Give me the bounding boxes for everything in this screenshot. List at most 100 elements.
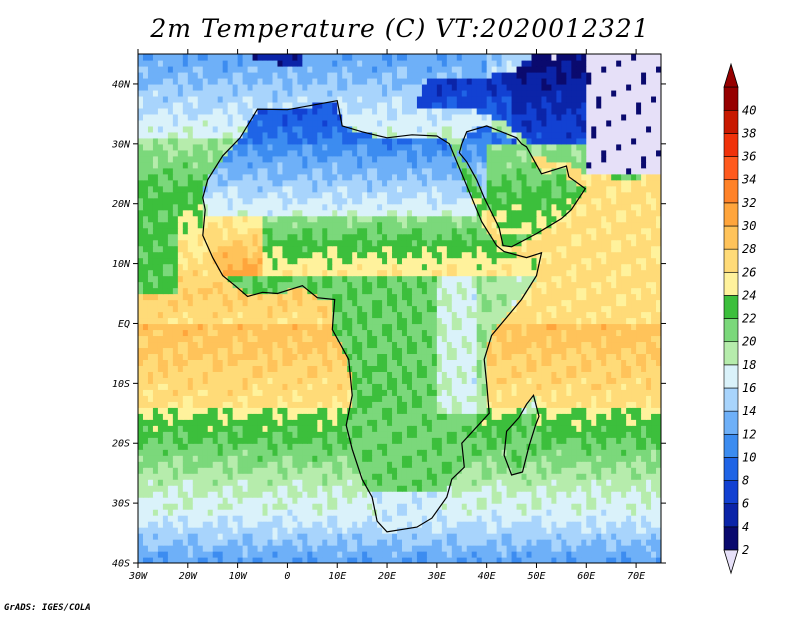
field-cell (227, 503, 234, 510)
field-cell (401, 359, 408, 366)
field-cell (197, 383, 204, 390)
field-cell (347, 311, 353, 319)
field-cell (571, 539, 577, 546)
field-cell (446, 491, 453, 498)
field-cell (277, 299, 284, 307)
field-cell (591, 425, 597, 432)
field-cell (252, 425, 259, 432)
field-cell (167, 335, 174, 343)
field-cell (152, 401, 159, 408)
field-cell (476, 491, 483, 498)
field-cell (546, 341, 553, 349)
field-cell (406, 311, 413, 319)
field-cell (152, 377, 159, 384)
field-cell (207, 419, 214, 426)
field-cell (461, 473, 468, 480)
field-cell (626, 377, 632, 384)
field-cell (496, 437, 503, 444)
field-cell (147, 479, 154, 486)
field-cell (636, 485, 642, 492)
field-cell (172, 371, 179, 378)
field-cell (411, 377, 418, 384)
field-cell (556, 383, 562, 390)
field-cell (227, 383, 234, 390)
field-cell (621, 305, 627, 313)
field-cell (546, 359, 553, 366)
field-cell (521, 341, 528, 349)
field-cell (656, 551, 661, 558)
field-cell (302, 527, 308, 534)
field-cell (416, 305, 423, 313)
field-cell (182, 497, 189, 504)
field-cell (516, 443, 523, 450)
field-cell (421, 545, 428, 552)
field-cell (237, 437, 244, 444)
field-cell (466, 395, 473, 402)
field-cell (272, 491, 279, 498)
field-cell (372, 359, 378, 366)
field-cell (367, 461, 373, 468)
field-cell (312, 527, 318, 534)
field-cell (646, 413, 652, 420)
field-cell (307, 551, 313, 558)
field-cell (466, 551, 473, 558)
field-cell (192, 527, 199, 534)
field-cell (566, 383, 572, 390)
field-cell (227, 551, 234, 558)
field-cell (217, 467, 224, 474)
field-cell (521, 515, 528, 522)
field-cell (142, 353, 149, 360)
field-cell (167, 425, 174, 432)
field-cell (217, 287, 224, 295)
field-cell (142, 401, 149, 408)
field-cell (536, 293, 543, 301)
field-cell (312, 557, 318, 563)
field-cell (327, 401, 333, 408)
field-cell (142, 509, 149, 516)
field-cell (566, 371, 572, 378)
field-cell (566, 425, 572, 432)
field-cell (382, 443, 388, 450)
field-cell (456, 281, 463, 289)
field-cell (446, 533, 453, 540)
field-cell (406, 317, 413, 325)
field-cell (197, 305, 204, 313)
field-cell (277, 515, 284, 522)
field-cell (217, 497, 224, 504)
field-cell (496, 371, 503, 378)
field-cell (401, 497, 408, 504)
field-cell (312, 539, 318, 546)
field-cell (372, 329, 378, 337)
field-cell (397, 287, 403, 295)
field-cell (172, 293, 179, 301)
field-cell (197, 329, 204, 337)
field-cell (142, 341, 149, 349)
field-cell (257, 389, 264, 396)
field-cell (476, 329, 483, 337)
field-cell (436, 515, 443, 522)
field-cell (192, 443, 199, 450)
field-cell (147, 401, 154, 408)
field-cell (147, 323, 154, 331)
field-cell (416, 311, 423, 319)
field-cell (307, 497, 313, 504)
field-cell (227, 533, 234, 540)
field-cell (481, 515, 488, 522)
field-cell (267, 377, 274, 384)
field-cell (411, 353, 418, 360)
field-cell (262, 509, 269, 516)
field-cell (481, 311, 488, 319)
field-cell (282, 377, 289, 384)
field-cell (157, 281, 164, 289)
field-cell (531, 365, 538, 372)
field-cell (531, 341, 538, 349)
field-cell (142, 551, 149, 558)
field-cell (272, 497, 279, 504)
field-cell (656, 281, 661, 289)
field-cell (406, 407, 413, 414)
field-cell (337, 491, 343, 498)
field-cell (531, 359, 538, 366)
field-cell (511, 491, 518, 498)
field-cell (486, 347, 493, 355)
field-cell (496, 299, 503, 307)
